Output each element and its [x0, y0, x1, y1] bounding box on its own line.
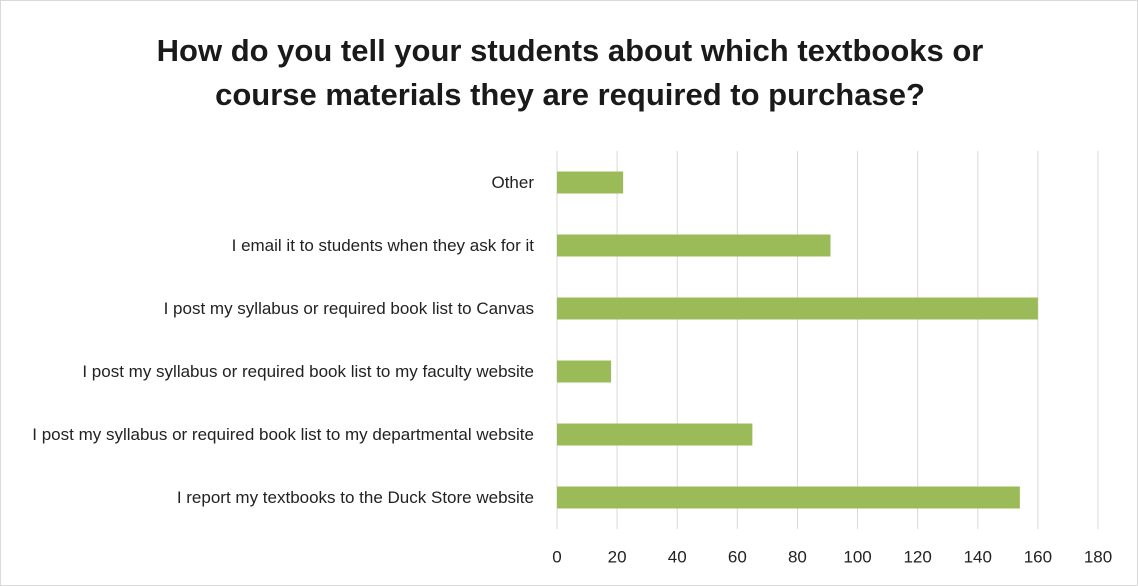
- y-tick-label-box: I post my syllabus or required book list…: [11, 405, 534, 465]
- bar: [557, 360, 612, 383]
- x-tick-label: 100: [843, 547, 871, 566]
- chart-title: How do you tell your students about whic…: [156, 33, 984, 112]
- x-tick-label: 180: [1084, 547, 1112, 566]
- x-tick-label: 140: [964, 547, 992, 566]
- bar: [557, 171, 624, 194]
- bar: [557, 297, 1038, 320]
- x-tick-label: 160: [1024, 547, 1052, 566]
- x-tick-label: 80: [788, 547, 807, 566]
- x-tick-label: 20: [608, 547, 627, 566]
- y-tick-label-box: Other: [11, 153, 534, 213]
- y-tick-label: I email it to students when they ask for…: [231, 235, 534, 255]
- y-tick-label-box: I report my textbooks to the Duck Store …: [11, 468, 534, 528]
- y-tick-label: I post my syllabus or required book list…: [82, 361, 534, 381]
- bar: [557, 423, 753, 446]
- bar: [557, 486, 1020, 509]
- bar: [557, 234, 831, 257]
- x-tick-label: 120: [903, 547, 931, 566]
- y-tick-label-box: I post my syllabus or required book list…: [11, 342, 534, 402]
- y-tick-label: I post my syllabus or required book list…: [163, 298, 534, 318]
- x-tick-label: 0: [552, 547, 561, 566]
- x-tick-label: 40: [668, 547, 687, 566]
- y-tick-label: I post my syllabus or required book list…: [32, 424, 534, 444]
- y-tick-label-box: I email it to students when they ask for…: [11, 216, 534, 276]
- y-tick-label: I report my textbooks to the Duck Store …: [176, 487, 534, 507]
- x-tick-label: 60: [728, 547, 747, 566]
- y-tick-label-box: I post my syllabus or required book list…: [11, 279, 534, 339]
- y-tick-label: Other: [491, 172, 534, 192]
